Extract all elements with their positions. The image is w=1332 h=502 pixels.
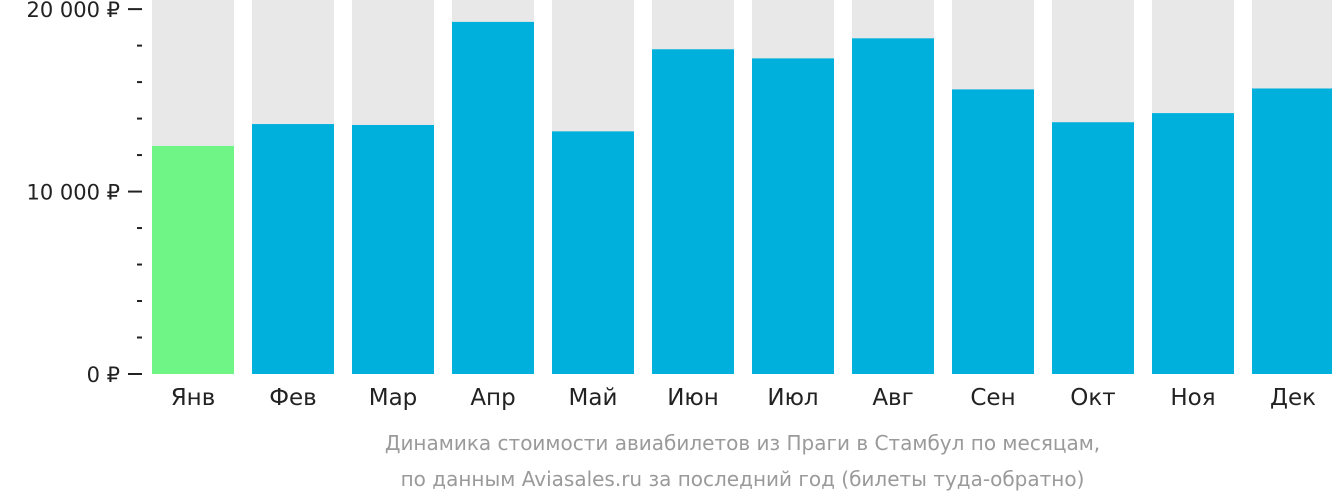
y-tick-label: 20 000 ₽ bbox=[26, 0, 120, 22]
bar-12 bbox=[1252, 88, 1332, 375]
y-tick-label: 10 000 ₽ bbox=[26, 181, 120, 205]
chart-caption-line-1: Динамика стоимости авиабилетов из Праги … bbox=[384, 431, 1101, 455]
x-axis-labels: Янв Фев Мар Апр Май Июн Июл Авг Сен Окт Ноя Дек bbox=[171, 385, 1316, 411]
bar-1 bbox=[152, 145, 234, 374]
x-tick-label: Дек bbox=[1270, 385, 1316, 411]
x-tick-label: Янв bbox=[171, 385, 216, 411]
x-tick-label: Фев bbox=[269, 385, 317, 411]
x-tick-label: Ноя bbox=[1170, 385, 1215, 411]
bars bbox=[152, 21, 1332, 375]
bar-9 bbox=[952, 89, 1034, 375]
y-axis: 0 ₽ 10 000 ₽ 20 000 ₽ bbox=[26, 0, 142, 387]
bar-10 bbox=[1052, 122, 1134, 374]
bar-8 bbox=[852, 38, 934, 374]
bar-7 bbox=[752, 58, 834, 374]
x-tick-label: Авг bbox=[872, 385, 913, 411]
x-tick-label: Июл bbox=[767, 385, 818, 411]
x-tick-label: Мар bbox=[369, 385, 418, 411]
x-tick-label: Июн bbox=[667, 385, 719, 411]
chart-caption-line-2: по данным Aviasales.ru за последний год … bbox=[400, 467, 1085, 491]
x-tick-label: Сен bbox=[970, 385, 1015, 411]
bar-6 bbox=[652, 49, 734, 374]
bar-2 bbox=[252, 124, 334, 374]
y-tick-label: 0 ₽ bbox=[87, 363, 120, 387]
bar-11 bbox=[1152, 113, 1234, 375]
x-tick-label: Окт bbox=[1070, 385, 1115, 411]
x-tick-label: Апр bbox=[470, 385, 515, 411]
bar-5 bbox=[552, 131, 634, 374]
x-tick-label: Май bbox=[569, 385, 618, 411]
bar-3 bbox=[352, 124, 434, 374]
bar-4 bbox=[452, 21, 534, 375]
